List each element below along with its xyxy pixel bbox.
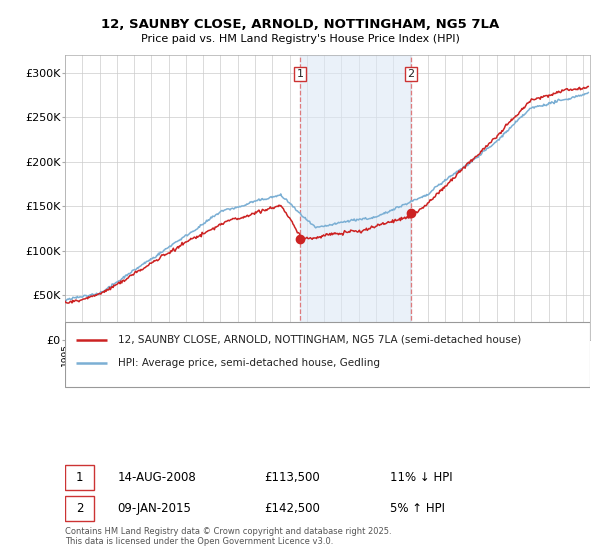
Text: 2: 2: [76, 502, 83, 515]
Text: Contains HM Land Registry data © Crown copyright and database right 2025.
This d: Contains HM Land Registry data © Crown c…: [65, 527, 392, 546]
Text: 11% ↓ HPI: 11% ↓ HPI: [391, 471, 453, 484]
Text: £142,500: £142,500: [265, 502, 320, 515]
Text: 12, SAUNBY CLOSE, ARNOLD, NOTTINGHAM, NG5 7LA (semi-detached house): 12, SAUNBY CLOSE, ARNOLD, NOTTINGHAM, NG…: [118, 334, 521, 344]
Text: £113,500: £113,500: [265, 471, 320, 484]
Bar: [300, 55, 411, 340]
Text: 1: 1: [297, 69, 304, 80]
Text: 14-AUG-2008: 14-AUG-2008: [118, 471, 196, 484]
FancyBboxPatch shape: [65, 496, 94, 521]
Text: 09-JAN-2015: 09-JAN-2015: [118, 502, 191, 515]
Text: 1: 1: [76, 471, 83, 484]
Text: Price paid vs. HM Land Registry's House Price Index (HPI): Price paid vs. HM Land Registry's House …: [140, 34, 460, 44]
Text: 2: 2: [407, 69, 415, 80]
Text: HPI: Average price, semi-detached house, Gedling: HPI: Average price, semi-detached house,…: [118, 358, 380, 368]
FancyBboxPatch shape: [65, 322, 590, 386]
Text: 12, SAUNBY CLOSE, ARNOLD, NOTTINGHAM, NG5 7LA: 12, SAUNBY CLOSE, ARNOLD, NOTTINGHAM, NG…: [101, 18, 499, 31]
FancyBboxPatch shape: [65, 465, 94, 490]
Text: 5% ↑ HPI: 5% ↑ HPI: [391, 502, 445, 515]
